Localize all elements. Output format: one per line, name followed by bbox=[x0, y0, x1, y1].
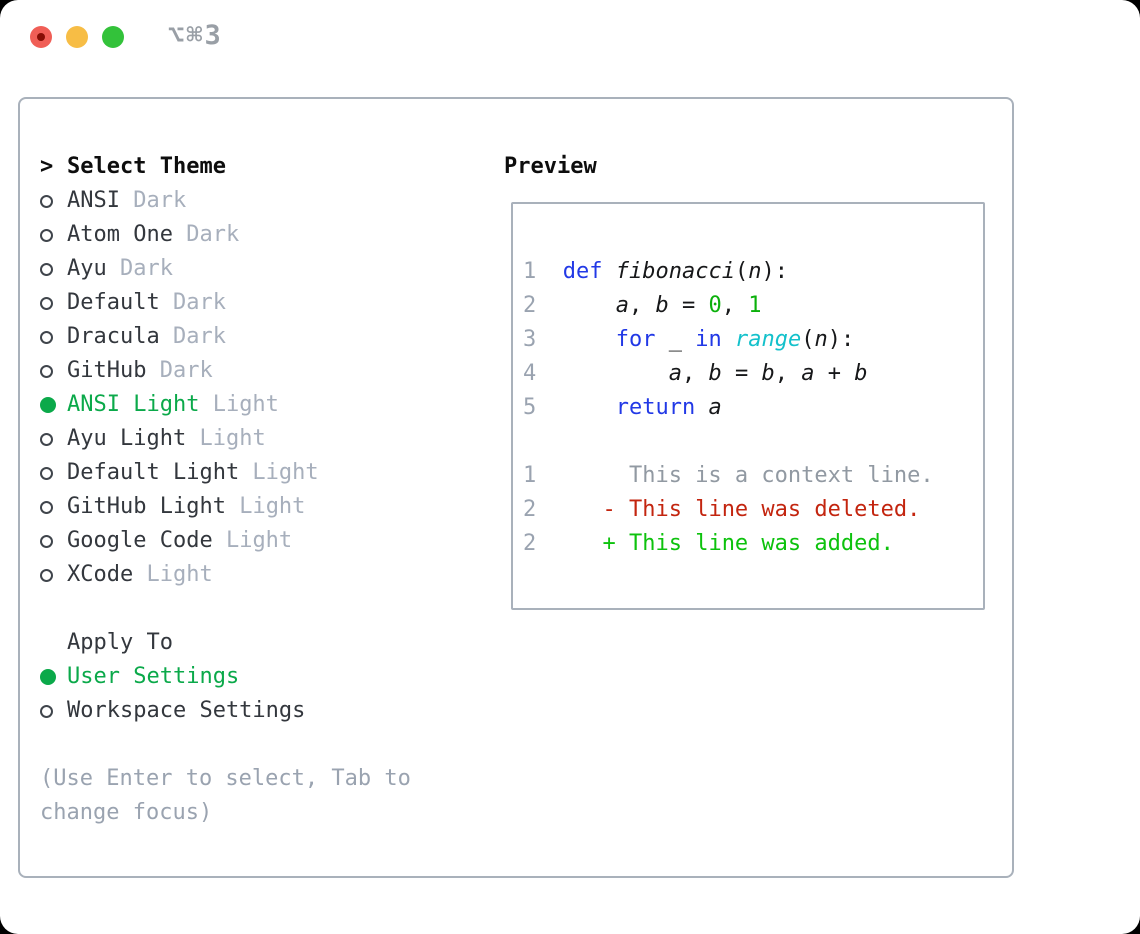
radio-icon bbox=[40, 194, 67, 208]
theme-option[interactable]: Ayu Dark bbox=[40, 252, 470, 286]
option-label: Default bbox=[67, 290, 160, 315]
option-variant: Dark bbox=[159, 324, 226, 349]
radio-icon bbox=[40, 262, 67, 276]
theme-options: ANSI Dark Atom One Dark Ayu Dark Default Da… bbox=[40, 184, 470, 592]
radio-icon bbox=[40, 500, 67, 514]
option-label: Default Light bbox=[67, 460, 240, 485]
option-label: GitHub bbox=[67, 358, 147, 383]
select-theme-header: > Select Theme bbox=[40, 150, 470, 184]
code-line: 4 a, b = b, a + b bbox=[523, 361, 868, 386]
option-label: ANSI Light bbox=[67, 392, 200, 417]
code-line: 3 for _ in range(n): bbox=[523, 327, 855, 352]
option-label: Ayu bbox=[67, 256, 107, 281]
theme-option[interactable]: GitHub Light Light bbox=[40, 490, 470, 524]
prompt-icon: > bbox=[40, 154, 54, 179]
apply-option[interactable]: User Settings bbox=[40, 660, 470, 694]
option-variant: Light bbox=[186, 426, 266, 451]
select-theme-title: Select Theme bbox=[67, 154, 226, 179]
code-block: 1 def fibonacci(n): 2 a, b = 0, 1 3 for _ … bbox=[523, 255, 934, 561]
option-variant: Light bbox=[133, 562, 213, 587]
theme-option[interactable]: XCode Light bbox=[40, 558, 470, 592]
preview-title: Preview bbox=[504, 154, 597, 179]
radio-selected-icon bbox=[40, 397, 67, 413]
option-label: Workspace Settings bbox=[67, 698, 306, 723]
apply-option[interactable]: Workspace Settings bbox=[40, 694, 470, 728]
theme-list: > Select Theme ANSI Dark Atom One Dark Ayu… bbox=[40, 150, 470, 830]
radio-icon bbox=[40, 704, 67, 718]
theme-option[interactable]: Default Light Light bbox=[40, 456, 470, 490]
code-line: 2 - This line was deleted. bbox=[523, 497, 921, 522]
option-label: GitHub Light bbox=[67, 494, 226, 519]
code-line bbox=[523, 425, 934, 459]
radio-icon bbox=[40, 466, 67, 480]
radio-icon bbox=[40, 534, 67, 548]
option-variant: Dark bbox=[159, 290, 226, 315]
option-variant: Dark bbox=[119, 188, 187, 213]
titlebar: ⌥⌘3 bbox=[0, 0, 1140, 74]
code-line: 1 def fibonacci(n): bbox=[523, 259, 788, 284]
option-label: Google Code bbox=[67, 528, 213, 553]
window-title: ⌥⌘3 bbox=[168, 20, 223, 51]
radio-icon bbox=[40, 228, 67, 242]
keyboard-hint: (Use Enter to select, Tab to change focu… bbox=[40, 766, 411, 825]
spacer bbox=[40, 592, 470, 626]
theme-option[interactable]: Google Code Light bbox=[40, 524, 470, 558]
line-number: 5 bbox=[523, 395, 537, 420]
option-variant: Light bbox=[212, 528, 293, 553]
option-label: Ayu Light bbox=[67, 426, 187, 451]
line-number: 2 bbox=[523, 497, 537, 522]
apply-to-title: Apply To bbox=[67, 630, 173, 655]
close-button[interactable] bbox=[30, 26, 52, 48]
option-label: ANSI bbox=[67, 188, 120, 213]
line-number: 3 bbox=[523, 327, 537, 352]
option-variant: Dark bbox=[172, 222, 240, 247]
zoom-button[interactable] bbox=[102, 26, 124, 48]
code-line: 5 return a bbox=[523, 395, 722, 420]
minimize-button[interactable] bbox=[66, 26, 88, 48]
option-label: User Settings bbox=[67, 664, 240, 689]
theme-option[interactable]: ANSI Light Light bbox=[40, 388, 470, 422]
option-variant: Light bbox=[225, 494, 306, 519]
theme-option[interactable]: Dracula Dark bbox=[40, 320, 470, 354]
line-number: 2 bbox=[523, 293, 537, 318]
theme-option[interactable]: GitHub Dark bbox=[40, 354, 470, 388]
apply-options: User Settings Workspace Settings bbox=[40, 660, 470, 728]
line-number: 2 bbox=[523, 531, 537, 556]
radio-icon bbox=[40, 432, 67, 446]
radio-icon bbox=[40, 568, 67, 582]
theme-picker-panel: > Select Theme ANSI Dark Atom One Dark Ayu… bbox=[18, 97, 1014, 878]
option-variant: Light bbox=[199, 392, 279, 417]
line-number: 1 bbox=[523, 463, 537, 488]
radio-icon bbox=[40, 364, 67, 378]
radio-selected-icon bbox=[40, 669, 67, 685]
line-number: 4 bbox=[523, 361, 537, 386]
option-label: XCode bbox=[67, 562, 134, 587]
option-variant: Light bbox=[239, 460, 319, 485]
line-number: 1 bbox=[523, 259, 537, 284]
option-variant: Dark bbox=[106, 256, 173, 281]
option-variant: Dark bbox=[146, 358, 213, 383]
theme-option[interactable]: ANSI Dark bbox=[40, 184, 470, 218]
spacer bbox=[40, 728, 470, 762]
option-label: Dracula bbox=[67, 324, 160, 349]
option-label: Atom One bbox=[67, 222, 173, 247]
apply-to-header: Apply To bbox=[40, 626, 470, 660]
code-line: 2 + This line was added. bbox=[523, 531, 894, 556]
theme-option[interactable]: Ayu Light Light bbox=[40, 422, 470, 456]
radio-icon bbox=[40, 330, 67, 344]
code-line: 1 This is a context line. bbox=[523, 463, 934, 488]
preview-panel: 1 def fibonacci(n): 2 a, b = 0, 1 3 for _ … bbox=[511, 202, 985, 610]
theme-option[interactable]: Default Dark bbox=[40, 286, 470, 320]
radio-icon bbox=[40, 296, 67, 310]
theme-option[interactable]: Atom One Dark bbox=[40, 218, 470, 252]
code-line: 2 a, b = 0, 1 bbox=[523, 293, 762, 318]
